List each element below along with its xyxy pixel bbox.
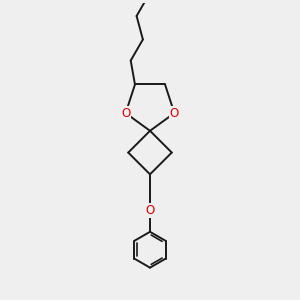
- Text: O: O: [146, 204, 154, 217]
- Text: O: O: [121, 106, 130, 120]
- Text: O: O: [170, 106, 179, 120]
